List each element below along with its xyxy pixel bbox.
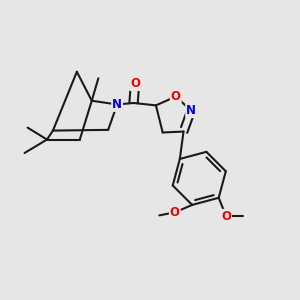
Text: N: N [186, 104, 196, 117]
Text: N: N [112, 98, 122, 111]
Text: O: O [170, 206, 180, 219]
Text: O: O [221, 210, 231, 223]
Text: O: O [171, 90, 181, 103]
Text: O: O [130, 77, 140, 90]
